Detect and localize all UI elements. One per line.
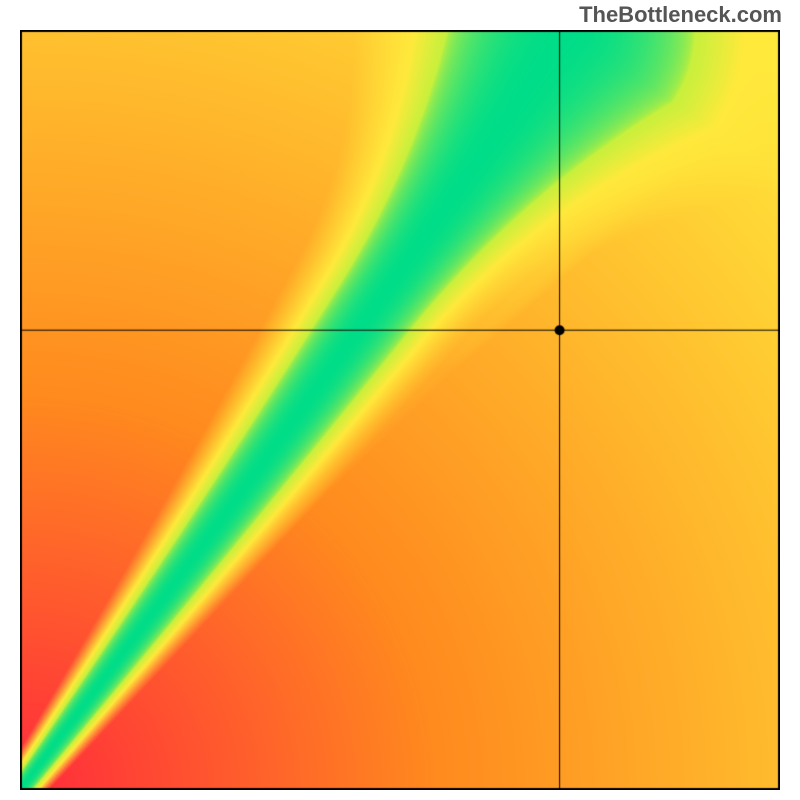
watermark-label: TheBottleneck.com	[579, 2, 782, 28]
bottleneck-heatmap	[20, 30, 780, 790]
chart-container: { "chart": { "type": "heatmap", "image_s…	[0, 0, 800, 800]
